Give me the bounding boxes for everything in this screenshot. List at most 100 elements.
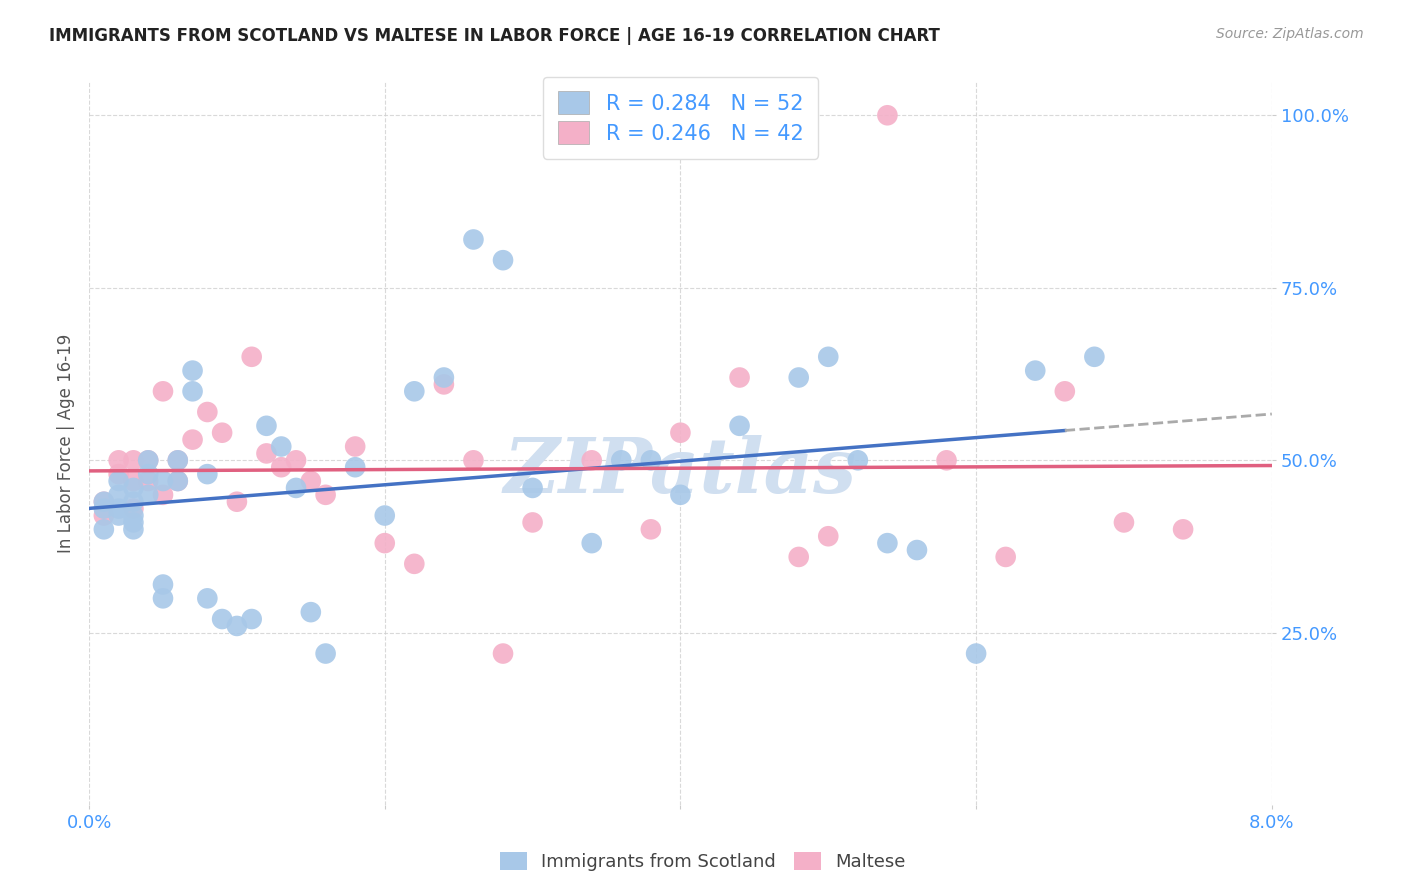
Point <box>225 494 247 508</box>
Point <box>93 508 115 523</box>
Point <box>299 605 322 619</box>
Point <box>1053 384 1076 399</box>
Point <box>433 370 456 384</box>
Text: IMMIGRANTS FROM SCOTLAND VS MALTESE IN LABOR FORCE | AGE 16-19 CORRELATION CHART: IMMIGRANTS FROM SCOTLAND VS MALTESE IN L… <box>49 27 941 45</box>
Point <box>994 549 1017 564</box>
Point <box>181 363 204 377</box>
Point <box>93 494 115 508</box>
Point <box>905 543 928 558</box>
Point <box>433 377 456 392</box>
Point <box>285 453 308 467</box>
Legend: Immigrants from Scotland, Maltese: Immigrants from Scotland, Maltese <box>492 845 914 879</box>
Point <box>152 384 174 399</box>
Point <box>166 453 188 467</box>
Point <box>122 494 145 508</box>
Point <box>374 536 396 550</box>
Point <box>846 453 869 467</box>
Point <box>817 350 839 364</box>
Point <box>152 488 174 502</box>
Point <box>728 370 751 384</box>
Point <box>669 425 692 440</box>
Point <box>152 591 174 606</box>
Point <box>463 453 485 467</box>
Point <box>195 591 218 606</box>
Text: Source: ZipAtlas.com: Source: ZipAtlas.com <box>1216 27 1364 41</box>
Point <box>374 508 396 523</box>
Point <box>122 516 145 530</box>
Point <box>1112 516 1135 530</box>
Point <box>581 536 603 550</box>
Point <box>122 501 145 516</box>
Point <box>256 418 278 433</box>
Point <box>166 474 188 488</box>
Point <box>965 647 987 661</box>
Point <box>315 647 337 661</box>
Point <box>315 488 337 502</box>
Point <box>211 612 233 626</box>
Point <box>640 453 662 467</box>
Point <box>1171 522 1194 536</box>
Point <box>787 370 810 384</box>
Point <box>107 453 129 467</box>
Point <box>107 474 129 488</box>
Text: ZIPatlas: ZIPatlas <box>503 435 858 509</box>
Point <box>787 549 810 564</box>
Point <box>136 488 159 502</box>
Point <box>122 481 145 495</box>
Point <box>122 474 145 488</box>
Point <box>107 501 129 516</box>
Point <box>122 453 145 467</box>
Point <box>522 481 544 495</box>
Point <box>404 557 426 571</box>
Point <box>610 453 633 467</box>
Point <box>1083 350 1105 364</box>
Point <box>344 460 367 475</box>
Point <box>93 522 115 536</box>
Point <box>166 453 188 467</box>
Legend: R = 0.284   N = 52, R = 0.246   N = 42: R = 0.284 N = 52, R = 0.246 N = 42 <box>543 77 818 159</box>
Point <box>404 384 426 399</box>
Point <box>152 474 174 488</box>
Point <box>122 522 145 536</box>
Point <box>299 474 322 488</box>
Point <box>876 108 898 122</box>
Point <box>136 474 159 488</box>
Point <box>1024 363 1046 377</box>
Point <box>240 612 263 626</box>
Point <box>522 516 544 530</box>
Point <box>136 453 159 467</box>
Point <box>256 446 278 460</box>
Point <box>107 488 129 502</box>
Point <box>492 647 515 661</box>
Point <box>935 453 957 467</box>
Point <box>136 467 159 482</box>
Point <box>240 350 263 364</box>
Point <box>817 529 839 543</box>
Y-axis label: In Labor Force | Age 16-19: In Labor Force | Age 16-19 <box>58 334 75 553</box>
Point <box>270 460 292 475</box>
Point <box>93 494 115 508</box>
Point <box>122 508 145 523</box>
Point <box>181 433 204 447</box>
Point <box>463 232 485 246</box>
Point <box>640 522 662 536</box>
Point <box>93 501 115 516</box>
Point <box>492 253 515 268</box>
Point <box>669 488 692 502</box>
Point <box>195 405 218 419</box>
Point <box>166 474 188 488</box>
Point <box>285 481 308 495</box>
Point <box>344 440 367 454</box>
Point <box>152 577 174 591</box>
Point <box>728 418 751 433</box>
Point <box>136 453 159 467</box>
Point <box>107 467 129 482</box>
Point <box>581 453 603 467</box>
Point <box>211 425 233 440</box>
Point <box>225 619 247 633</box>
Point <box>195 467 218 482</box>
Point <box>181 384 204 399</box>
Point <box>107 508 129 523</box>
Point <box>876 536 898 550</box>
Point <box>270 440 292 454</box>
